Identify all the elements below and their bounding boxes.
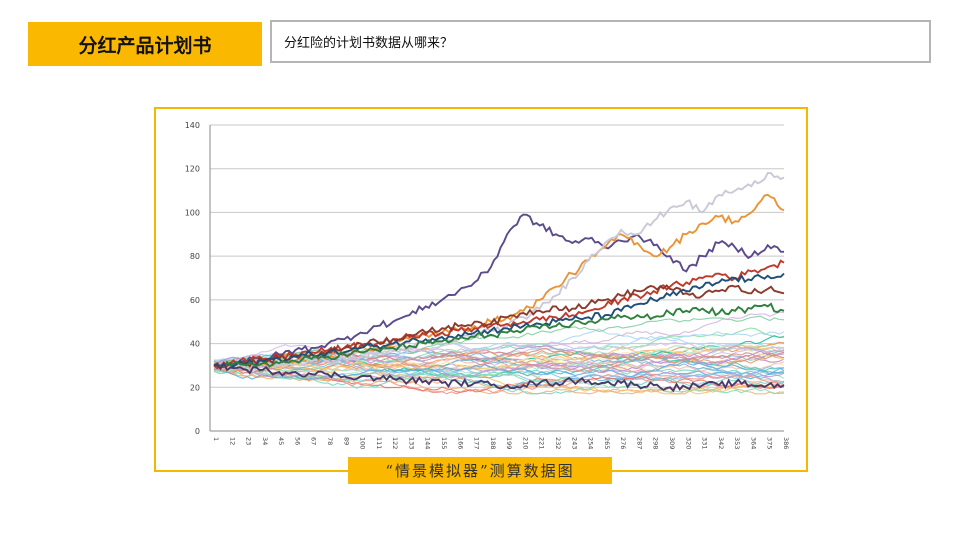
x-tick-label: 320 (684, 437, 692, 449)
x-tick-label: 122 (391, 437, 399, 449)
x-tick-label: 331 (701, 437, 709, 449)
x-tick-label: 243 (570, 437, 578, 449)
y-tick-label: 120 (185, 165, 200, 174)
x-tick-label: 89 (342, 437, 350, 445)
x-tick-label: 100 (359, 437, 367, 449)
question-box: 分红险的计划书数据从哪来？ (270, 20, 931, 63)
y-tick-label: 80 (190, 252, 200, 261)
x-tick-label: 353 (733, 437, 741, 449)
y-tick-label: 20 (190, 383, 200, 392)
x-tick-label: 45 (277, 437, 285, 445)
x-tick-label: 111 (375, 437, 383, 449)
x-tick-label: 177 (473, 437, 481, 449)
x-tick-label: 188 (489, 437, 497, 449)
scenario-line-highlight (213, 272, 785, 368)
x-tick-label: 133 (407, 437, 415, 449)
y-tick-label: 0 (195, 427, 200, 436)
x-tick-label: 298 (652, 437, 660, 449)
scenario-line-highlight (213, 193, 785, 369)
x-tick-label: 309 (668, 437, 676, 449)
x-tick-label: 265 (603, 437, 611, 449)
x-tick-label: 1 (212, 437, 220, 441)
x-tick-label: 67 (310, 437, 318, 445)
y-tick-label: 140 (185, 121, 200, 130)
scenario-line-highlight (213, 302, 785, 368)
x-tick-label: 166 (456, 437, 464, 449)
question-text: 分红险的计划书数据从哪来？ (284, 36, 454, 51)
x-tick-label: 210 (521, 437, 529, 449)
y-tick-label: 100 (185, 208, 200, 217)
x-tick-label: 199 (505, 437, 513, 449)
page-title: 分红产品计划书 (28, 22, 262, 66)
scenario-line-highlight (213, 361, 785, 393)
x-tick-label: 155 (440, 437, 448, 449)
x-tick-label: 287 (635, 437, 643, 449)
x-tick-label: 78 (326, 437, 334, 445)
x-tick-label: 12 (228, 437, 236, 445)
chart-frame: 0 20 40 60 80 100 120 140 1 12 23 34 45 56 67 78 89 100 11… (154, 107, 808, 472)
x-tick-label: 144 (424, 437, 432, 449)
scenario-line-highlight (213, 172, 785, 370)
x-tick-label: 364 (749, 437, 757, 449)
y-tick-label: 60 (190, 296, 200, 305)
x-tick-label: 56 (293, 437, 301, 445)
y-tick-label: 40 (190, 340, 200, 349)
chart-caption: “情景模拟器”测算数据图 (348, 457, 612, 484)
x-tick-label: 23 (245, 437, 253, 445)
x-tick-label: 34 (261, 437, 269, 445)
x-tick-label: 232 (554, 437, 562, 449)
x-tick-label: 276 (619, 437, 627, 449)
x-tick-label: 221 (538, 437, 546, 449)
x-tick-label: 386 (782, 437, 790, 449)
scenario-line-chart: 0 20 40 60 80 100 120 140 1 12 23 34 45 56 67 78 89 100 11… (185, 121, 790, 449)
scenario-line-highlight (213, 284, 785, 370)
x-tick-label: 342 (717, 437, 725, 449)
scenario-line (213, 345, 785, 371)
scenario-line (213, 361, 785, 381)
scenario-line (213, 360, 785, 386)
scenario-line (213, 345, 785, 382)
x-tick-label: 254 (587, 437, 595, 449)
x-tick-label: 375 (766, 437, 774, 449)
